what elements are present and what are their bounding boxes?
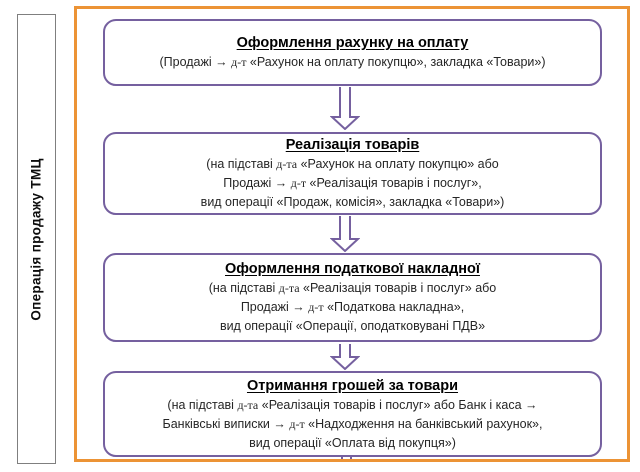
box-line: (на підставі д-та «Рахунок на оплату пок… (206, 157, 499, 171)
down-arrow-icon (330, 216, 360, 252)
box-line: Продажі → д-т «Реалізація товарів і посл… (223, 176, 482, 190)
arrow-connector (330, 344, 360, 370)
down-arrow-icon (330, 344, 360, 370)
flow-box-tax-invoice: Оформлення податкової накладної (на підс… (103, 253, 602, 342)
down-arrow-icon (330, 87, 360, 130)
arrow-connector (330, 216, 360, 252)
box-line: вид операції «Оплата від покупця») (249, 435, 456, 450)
box-line: вид операції «Продаж, комісія», закладка… (200, 195, 505, 209)
orange-frame (74, 6, 630, 462)
sidebar-label-text: Операція продажу ТМЦ (29, 157, 45, 321)
box-line: (Продажі → д-т «Рахунок на оплату покупц… (159, 55, 546, 69)
box-line: вид операції «Операції, оподатковувані П… (219, 319, 486, 333)
flow-box-goods-sale: Реалізація товарів (на підставі д-та «Ра… (103, 132, 602, 215)
sidebar-label: Операція продажу ТМЦ (17, 14, 56, 464)
box-line: Продажі → д-т «Податкова накладна», (240, 300, 465, 314)
flow-box-payment-receipt: Отримання грошей за товари (на підставі … (103, 371, 602, 457)
flow-box-invoice-creation: Оформлення рахунку на оплату (Продажі → … (103, 19, 602, 86)
clipped-arrow-stub (341, 456, 352, 461)
box-title: Оформлення рахунку на оплату (236, 35, 469, 51)
box-line: (на підставі д-та «Реалізація товарів і … (167, 397, 538, 412)
box-title: Реалізація товарів (285, 137, 420, 153)
box-line: (на підставі д-та «Реалізація товарів і … (208, 281, 497, 295)
box-line: Банківські виписки → д-т «Надходження на… (162, 416, 543, 431)
box-title: Отримання грошей за товари (246, 377, 459, 394)
box-title: Оформлення податкової накладної (225, 261, 480, 277)
arrow-connector (330, 87, 360, 130)
